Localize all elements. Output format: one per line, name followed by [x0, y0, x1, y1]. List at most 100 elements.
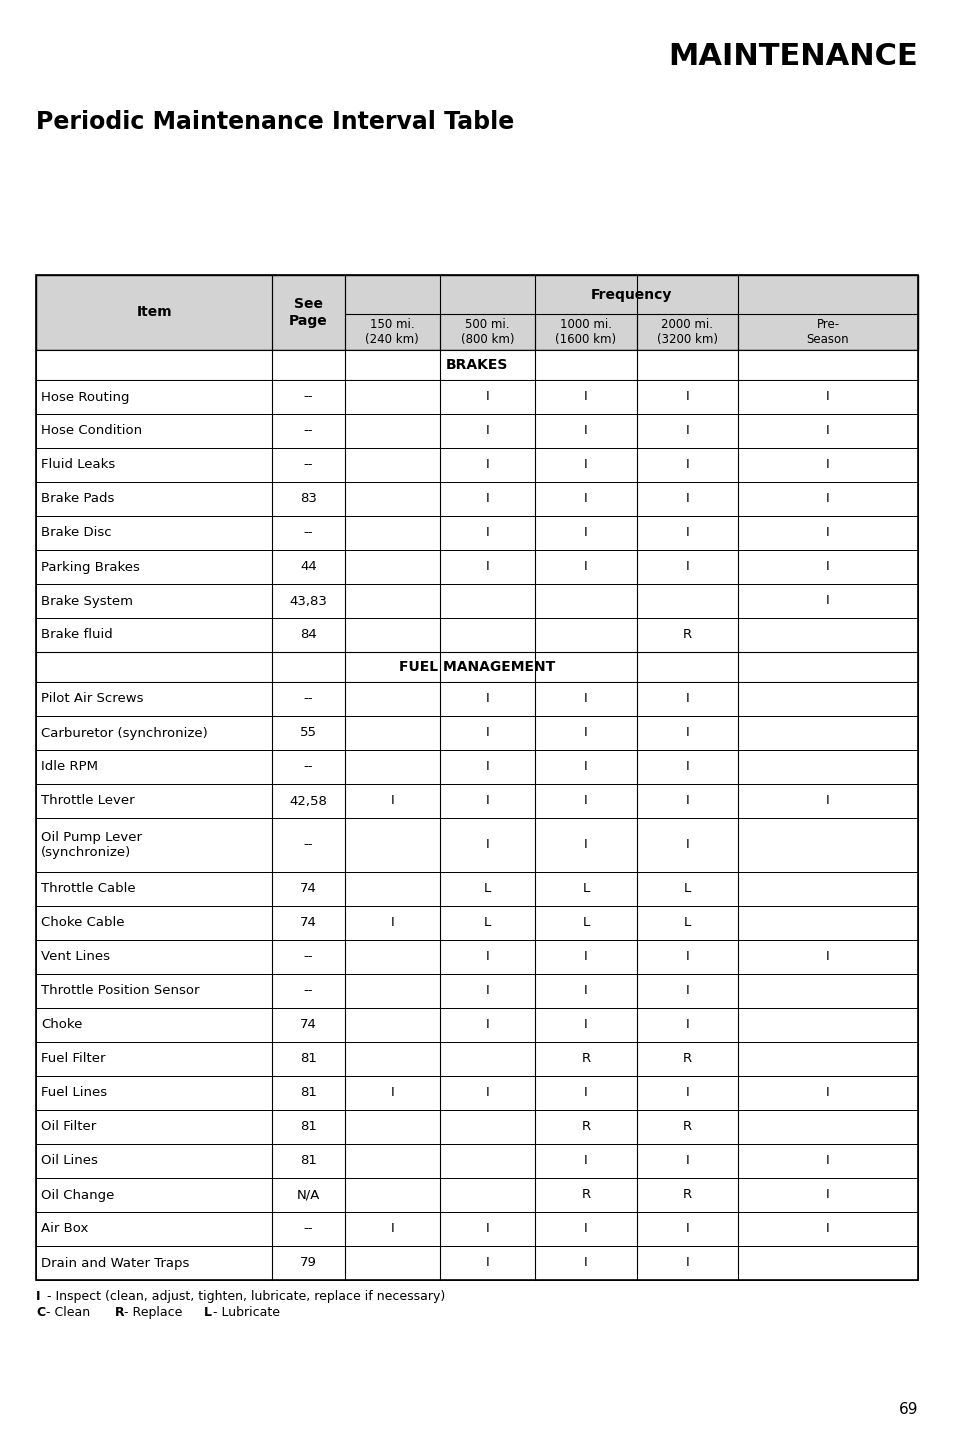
Bar	[273, 1008, 344, 1043]
Bar	[36, 379, 273, 414]
Bar	[439, 872, 535, 906]
Bar	[344, 1178, 439, 1213]
Bar	[636, 1076, 738, 1109]
Bar	[273, 872, 344, 906]
Bar	[273, 682, 344, 715]
Text: I: I	[390, 794, 394, 807]
Text: Parking Brakes: Parking Brakes	[41, 560, 140, 573]
Text: Brake fluid: Brake fluid	[41, 628, 112, 641]
Bar	[273, 974, 344, 1008]
Bar	[535, 1076, 636, 1109]
Text: R: R	[580, 1188, 590, 1201]
Text: I: I	[485, 984, 489, 997]
Bar	[36, 414, 273, 448]
Text: I: I	[485, 1086, 489, 1099]
Bar	[344, 1213, 439, 1246]
Bar	[344, 906, 439, 939]
Text: I: I	[685, 692, 688, 705]
Bar	[636, 906, 738, 939]
Bar	[738, 550, 917, 585]
Text: 79: 79	[300, 1256, 316, 1269]
Text: Pre-
Season: Pre- Season	[806, 318, 848, 346]
Text: FUEL MANAGEMENT: FUEL MANAGEMENT	[398, 660, 555, 675]
Text: 1000 mi.
(1600 km): 1000 mi. (1600 km)	[555, 318, 616, 346]
Text: - Replace: - Replace	[120, 1306, 207, 1319]
Bar	[535, 1109, 636, 1144]
Text: BRAKES: BRAKES	[445, 358, 508, 372]
Bar	[273, 939, 344, 974]
Text: 43,83: 43,83	[290, 595, 327, 608]
Text: - Clean: - Clean	[42, 1306, 113, 1319]
Bar	[344, 550, 439, 585]
Text: I: I	[485, 526, 489, 539]
Text: I: I	[583, 560, 587, 573]
Bar	[344, 414, 439, 448]
Bar	[636, 481, 738, 516]
Bar	[535, 750, 636, 784]
Bar	[439, 379, 535, 414]
Bar	[535, 682, 636, 715]
Text: Oil Pump Lever
(synchronize): Oil Pump Lever (synchronize)	[41, 832, 142, 859]
Bar	[439, 414, 535, 448]
Bar	[738, 974, 917, 1008]
Bar	[36, 906, 273, 939]
Bar	[439, 516, 535, 550]
Text: Vent Lines: Vent Lines	[41, 951, 110, 964]
Bar	[535, 1043, 636, 1076]
Text: I: I	[583, 839, 587, 852]
Bar	[636, 414, 738, 448]
Text: I: I	[485, 391, 489, 404]
Text: I: I	[583, 1256, 587, 1269]
Text: Hose Condition: Hose Condition	[41, 425, 142, 438]
Text: I: I	[390, 916, 394, 929]
Bar	[738, 379, 917, 414]
Bar	[36, 682, 273, 715]
Text: I: I	[583, 1086, 587, 1099]
Text: Carburetor (synchronize): Carburetor (synchronize)	[41, 727, 208, 740]
Bar	[273, 1109, 344, 1144]
Bar	[439, 939, 535, 974]
Bar	[273, 715, 344, 750]
Bar	[36, 651, 917, 682]
Text: Oil Lines: Oil Lines	[41, 1154, 98, 1168]
Bar	[273, 1043, 344, 1076]
Bar	[36, 550, 273, 585]
Text: I: I	[685, 1256, 688, 1269]
Text: I: I	[685, 391, 688, 404]
Text: Drain and Water Traps: Drain and Water Traps	[41, 1256, 190, 1269]
Bar	[344, 784, 439, 819]
Bar	[535, 784, 636, 819]
Text: I: I	[825, 560, 829, 573]
Bar	[636, 715, 738, 750]
Bar	[439, 750, 535, 784]
Bar	[273, 1246, 344, 1280]
Bar	[344, 750, 439, 784]
Bar	[738, 414, 917, 448]
Text: L: L	[483, 916, 491, 929]
Bar	[535, 715, 636, 750]
Text: --: --	[303, 839, 313, 852]
Text: Item: Item	[136, 305, 172, 320]
Text: I: I	[685, 794, 688, 807]
Text: Choke Cable: Choke Cable	[41, 916, 125, 929]
Bar	[535, 379, 636, 414]
Bar	[636, 1178, 738, 1213]
Text: I: I	[583, 526, 587, 539]
Bar	[738, 784, 917, 819]
Bar	[636, 974, 738, 1008]
Text: I: I	[685, 425, 688, 438]
Bar	[636, 585, 738, 618]
Text: Air Box: Air Box	[41, 1223, 89, 1236]
Bar	[535, 1144, 636, 1178]
Text: R: R	[682, 628, 691, 641]
Bar	[344, 1043, 439, 1076]
Bar	[273, 448, 344, 481]
Bar	[344, 715, 439, 750]
Text: Pilot Air Screws: Pilot Air Screws	[41, 692, 143, 705]
Bar	[36, 516, 273, 550]
Bar	[36, 618, 273, 651]
Bar	[439, 448, 535, 481]
Bar	[738, 682, 917, 715]
Bar	[439, 1043, 535, 1076]
Bar	[738, 1213, 917, 1246]
